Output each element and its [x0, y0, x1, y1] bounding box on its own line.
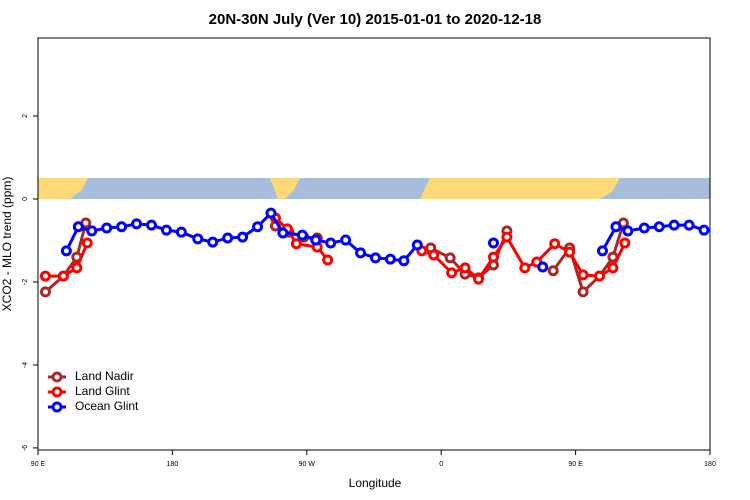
point [222, 232, 234, 244]
point [81, 237, 93, 249]
point [237, 231, 249, 243]
legend-marker [51, 401, 63, 413]
legend-label: Land Glint [75, 384, 130, 398]
point [369, 252, 381, 264]
point [116, 221, 128, 233]
legend-label: Land Nadir [75, 369, 134, 383]
point [564, 246, 576, 258]
point [398, 255, 410, 267]
point [487, 237, 499, 249]
point [519, 262, 531, 274]
point [537, 261, 549, 273]
point [610, 221, 622, 233]
point [296, 229, 308, 241]
point [596, 245, 608, 257]
point [698, 224, 710, 236]
point [160, 224, 172, 236]
point [207, 236, 219, 248]
point [277, 227, 289, 239]
point [145, 219, 157, 231]
y-tick-label: 2 [22, 114, 29, 118]
point [577, 269, 589, 281]
point [384, 253, 396, 265]
point [446, 267, 458, 279]
point [39, 286, 51, 298]
x-tick-label: 90 E [31, 461, 46, 468]
point [175, 226, 187, 238]
point [72, 221, 84, 233]
y-tick-label: -2 [22, 279, 29, 285]
legend-label: Ocean Glint [75, 399, 139, 413]
point [325, 237, 337, 249]
point [428, 249, 440, 261]
point [683, 219, 695, 231]
plot-frame [37, 37, 711, 451]
legend-marker [51, 371, 63, 383]
point [459, 262, 471, 274]
point [192, 233, 204, 245]
point [310, 234, 322, 246]
y-tick-label: 0 [22, 197, 29, 201]
point [340, 234, 352, 246]
x-tick-label: 180 [704, 461, 716, 468]
point [444, 252, 456, 264]
point [131, 218, 143, 230]
point [622, 225, 634, 237]
point [60, 245, 72, 257]
point [593, 270, 605, 282]
y-axis-label: XCO2 - MLO trend (ppm) [0, 177, 14, 312]
point [547, 265, 559, 277]
chart-title: 20N-30N July (Ver 10) 2015-01-01 to 2020… [209, 11, 542, 28]
point [501, 231, 513, 243]
x-tick-label: 180 [167, 461, 179, 468]
point [411, 239, 423, 251]
point [355, 247, 367, 259]
point [473, 273, 485, 285]
point [549, 238, 561, 250]
point [265, 207, 277, 219]
series-line [65, 210, 705, 263]
point [252, 221, 264, 233]
legend-marker [51, 386, 63, 398]
y-tick-label: -6 [22, 445, 29, 451]
x-tick-label: 90 W [299, 461, 316, 468]
point [619, 237, 631, 249]
map-band [38, 178, 710, 199]
x-tick-label: 0 [439, 461, 443, 468]
point [71, 262, 83, 274]
point [487, 251, 499, 263]
point [607, 262, 619, 274]
point [57, 270, 69, 282]
point [290, 238, 302, 250]
point [39, 270, 51, 282]
point [86, 225, 98, 237]
point [638, 222, 650, 234]
x-tick-label: 90 E [568, 461, 583, 468]
point [101, 222, 113, 234]
point [577, 286, 589, 298]
y-tick-label: -4 [22, 362, 29, 368]
point [668, 219, 680, 231]
point [322, 254, 334, 266]
x-axis-label: Longitude [349, 476, 402, 490]
point [653, 221, 665, 233]
